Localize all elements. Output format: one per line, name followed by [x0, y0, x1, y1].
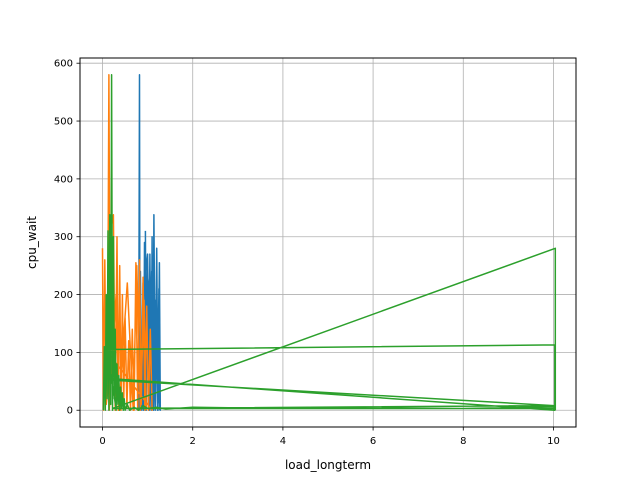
axes-frame	[79, 57, 577, 428]
x-axis-label: load_longterm	[285, 458, 371, 472]
plot-area	[101, 74, 557, 411]
series-line-2	[102, 74, 557, 411]
x-tick-label: 10	[547, 436, 560, 447]
y-tick-label: 600	[54, 59, 73, 70]
y-tick-label: 300	[54, 232, 73, 243]
x-tick-label: 0	[99, 436, 105, 447]
grid	[80, 58, 576, 427]
y-tick-label: 200	[54, 290, 73, 301]
y-tick-label: 400	[54, 174, 73, 185]
y-tick-label: 0	[67, 406, 73, 417]
x-tick-label: 2	[190, 436, 196, 447]
x-tick-label: 4	[280, 436, 286, 447]
x-tick-label: 6	[370, 436, 376, 447]
y-axis-label: cpu_wait	[25, 216, 39, 269]
x-tick-label: 8	[460, 436, 466, 447]
y-tick-label: 100	[54, 348, 73, 359]
y-tick-label: 500	[54, 117, 73, 128]
